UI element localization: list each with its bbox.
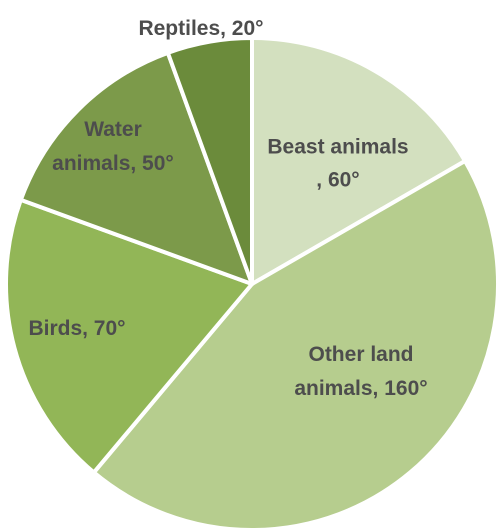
slice-label-other-land-animals: Other land animals, 160° bbox=[294, 343, 427, 400]
pie-slice-beast-animals bbox=[250, 36, 468, 286]
pie-slices bbox=[4, 36, 498, 532]
pie-slice-reptiles bbox=[165, 36, 254, 286]
pie-labels: Beast animals, 60° Other land animals, 160… bbox=[28, 17, 427, 400]
pie-slice-other-land-animals bbox=[91, 159, 498, 532]
slice-label-birds: Birds, 70° bbox=[28, 317, 125, 340]
pie-slice-water-animals bbox=[18, 50, 254, 286]
slice-label-water-animals: Water animals, 50° bbox=[52, 118, 174, 175]
slice-label-beast-animals: Beast animals, 60° bbox=[267, 136, 408, 192]
pie-slice-birds bbox=[4, 197, 254, 475]
slice-label-reptiles: Reptiles, 20° bbox=[138, 17, 263, 40]
